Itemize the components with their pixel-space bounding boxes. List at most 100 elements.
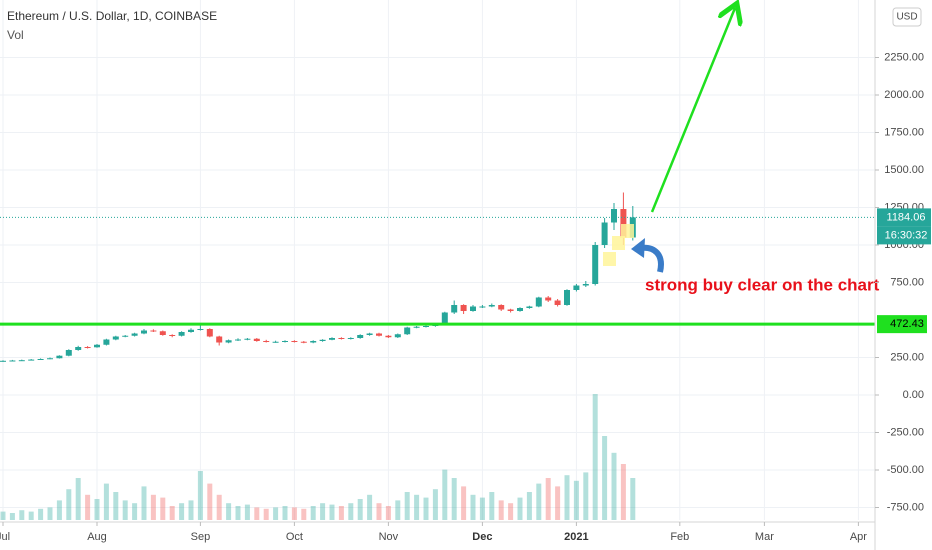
volume-bar — [348, 503, 354, 520]
volume-bar — [244, 504, 250, 520]
volume-bar — [179, 503, 185, 520]
volume-bar — [442, 469, 448, 520]
volume-bar — [508, 503, 514, 520]
volume-bar — [19, 510, 25, 520]
candle-body — [620, 208, 627, 238]
candle-body — [244, 338, 251, 340]
candle-body — [65, 350, 72, 356]
candle-body — [253, 338, 260, 342]
candle-body — [592, 244, 599, 285]
volume-bar — [526, 492, 532, 520]
volume-bar — [132, 503, 138, 520]
volume-bar — [310, 506, 316, 520]
candle-body — [263, 341, 270, 343]
candle-body — [103, 339, 110, 345]
volume-bar — [320, 503, 326, 520]
volume-bar — [56, 500, 62, 520]
y-tick-label: 2000.00 — [884, 89, 924, 101]
volume-bar — [357, 499, 363, 520]
curved-arrow-head — [631, 238, 645, 258]
y-tick-label: 250.00 — [890, 351, 924, 363]
candle-body — [112, 336, 119, 340]
volume-bar — [122, 500, 128, 520]
volume-bar — [103, 483, 109, 520]
candle-body — [216, 336, 223, 343]
candle-body — [329, 338, 335, 340]
grid — [0, 0, 875, 520]
volume-bar — [545, 478, 551, 520]
x-tick-label: Dec — [472, 531, 492, 543]
candle-body — [338, 338, 345, 340]
chart-title: Ethereum / U.S. Dollar, 1D, COINBASE — [7, 9, 217, 23]
volume-bar — [113, 492, 119, 520]
volume-bar — [404, 492, 410, 520]
candle-body — [272, 341, 279, 343]
volume-bar — [207, 483, 213, 520]
currency-label: USD — [896, 12, 917, 23]
volume-bar — [573, 480, 579, 520]
candle-body — [545, 297, 552, 301]
x-tick-label: Oct — [286, 531, 303, 543]
currency-button[interactable] — [892, 7, 922, 27]
volume-bar — [338, 506, 344, 520]
y-tick-label: -500.00 — [887, 464, 924, 476]
candle-body — [75, 347, 82, 351]
volume-bar — [188, 500, 194, 520]
x-tick-label: Feb — [670, 531, 689, 543]
volume-bar — [414, 494, 420, 520]
candle-body — [517, 308, 523, 312]
candle-body — [47, 358, 53, 360]
volume-bar — [423, 497, 429, 520]
x-tick-label: Apr — [850, 531, 867, 543]
y-tick-label: 1750.00 — [884, 126, 924, 138]
y-tick-label: -250.00 — [887, 426, 924, 438]
candle-body — [507, 309, 514, 312]
candle-body — [376, 333, 382, 336]
candle-body — [159, 331, 166, 336]
volume-bar — [85, 494, 91, 520]
volume-bar — [28, 511, 34, 520]
candle-body — [169, 335, 176, 337]
volume-bar — [273, 507, 279, 520]
annotation: strong buy clear on the chart — [645, 275, 880, 294]
candle-body — [9, 360, 16, 362]
candle-body — [498, 305, 505, 310]
countdown-bg — [877, 226, 931, 245]
volume-bar — [564, 475, 570, 520]
candle-body — [0, 360, 6, 362]
candle-body — [385, 335, 392, 338]
volume-bar — [385, 506, 391, 520]
volume-bar — [479, 497, 485, 520]
volume-bar — [555, 486, 561, 520]
candle-body — [488, 305, 495, 307]
x-tick-label: 2021 — [564, 531, 588, 543]
candle-body — [347, 338, 354, 340]
x-tick-label: Sep — [191, 531, 211, 543]
candle-body — [122, 335, 129, 337]
candle-body — [56, 355, 63, 359]
candle-body — [310, 341, 317, 343]
volume-bar — [470, 494, 476, 520]
candle-body — [291, 341, 298, 343]
volume-bar — [536, 483, 542, 520]
volume-label: Vol — [7, 28, 24, 42]
y-tick-label: 1500.00 — [884, 164, 924, 176]
y-tick-label: 750.00 — [890, 276, 924, 288]
volume-bar — [602, 436, 608, 520]
candle-body — [84, 347, 91, 349]
candle-body — [582, 284, 589, 286]
volume-bar — [226, 503, 232, 520]
candle-body — [394, 334, 401, 338]
candle-body — [188, 329, 194, 333]
x-tick-label: Mar — [755, 531, 774, 543]
y-tick-label: 0.00 — [903, 389, 924, 401]
volume-bar — [66, 489, 72, 520]
volume-bar — [432, 489, 438, 520]
volume-bar — [611, 452, 617, 520]
candle-body — [300, 341, 307, 343]
volume-bar — [592, 394, 598, 520]
highlight-box — [603, 252, 616, 266]
candle-body — [611, 208, 617, 223]
volume-bar — [367, 494, 373, 520]
